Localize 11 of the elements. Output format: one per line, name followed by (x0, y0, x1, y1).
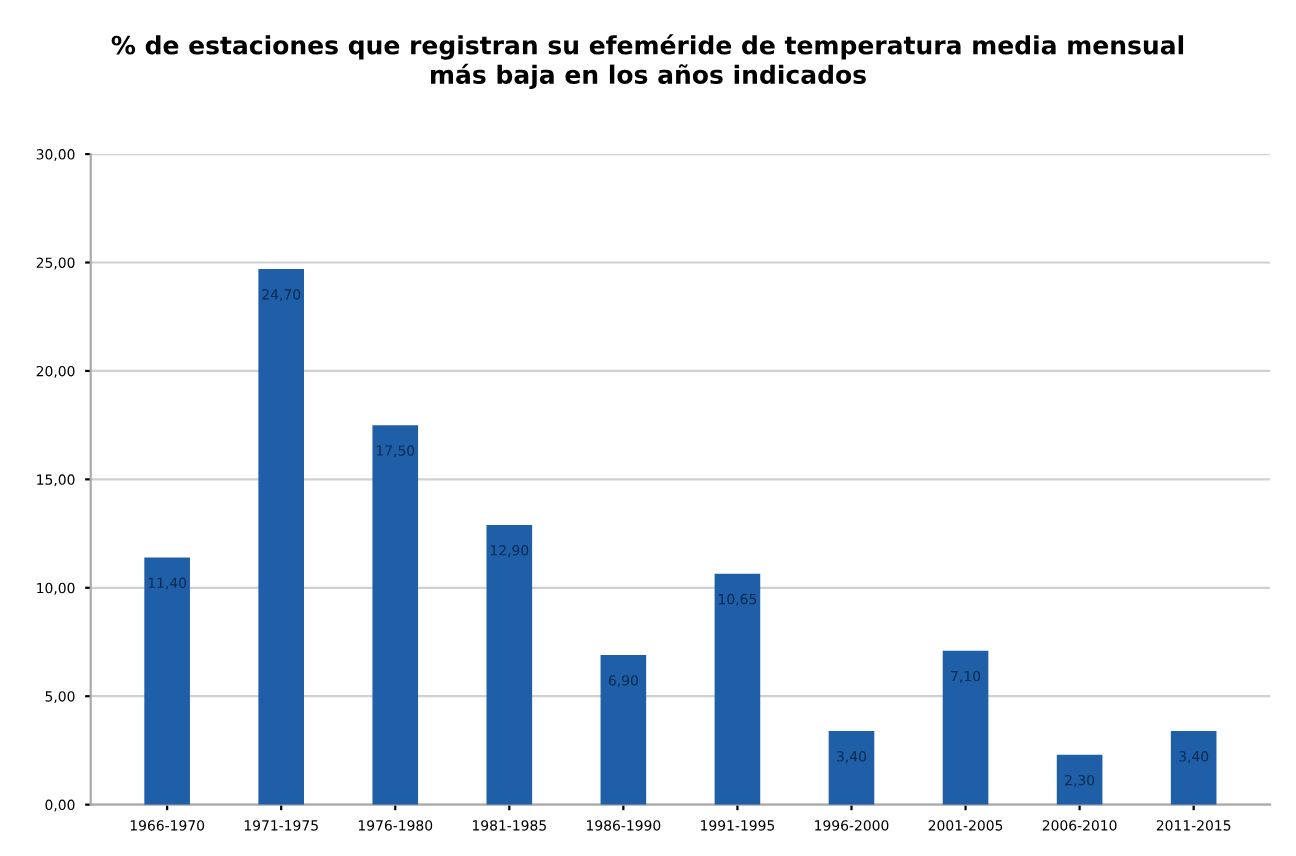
bar (1170, 730, 1217, 805)
bar (372, 425, 419, 805)
bar (486, 524, 533, 805)
bar (600, 655, 647, 805)
bar (258, 269, 305, 805)
bar (942, 650, 989, 805)
bar (144, 557, 190, 805)
bar (828, 730, 875, 805)
chart-title: % de estaciones que registran su efeméride de temperatura media mensual más baja en los años indicados (111, 34, 1184, 90)
bar (714, 573, 761, 805)
bar (1056, 754, 1103, 805)
